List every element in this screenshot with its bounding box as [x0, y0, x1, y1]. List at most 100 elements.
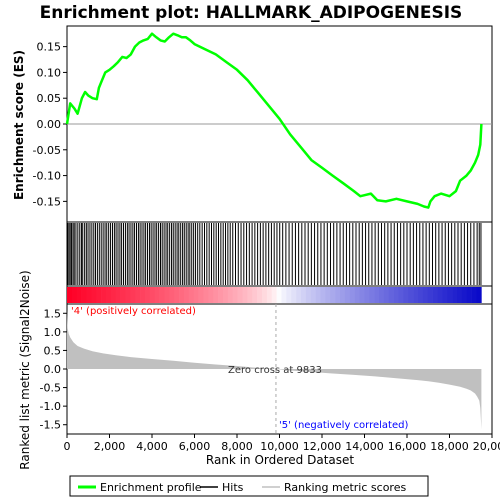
x-tick-label: 14,000: [345, 440, 384, 453]
chart-title: Enrichment plot: HALLMARK_ADIPOGENESIS: [40, 3, 463, 23]
colorbar-cell: [281, 287, 287, 303]
colorbar-cell: [179, 287, 185, 303]
colorbar-cell: [310, 287, 316, 303]
colorbar-cell: [447, 287, 453, 303]
colorbar-cell: [452, 287, 458, 303]
es-y-tick-label: -0.10: [33, 170, 61, 183]
colorbar-cell: [315, 287, 321, 303]
es-y-tick-label: 0.15: [37, 41, 62, 54]
legend-label: Ranking metric scores: [284, 481, 406, 494]
colorbar-cell: [237, 287, 243, 303]
colorbar-cell: [305, 287, 312, 303]
metric-y-tick-label: -1.0: [40, 400, 61, 413]
x-axis-label: Rank in Ordered Dataset: [206, 453, 354, 467]
colorbar-cell: [223, 287, 229, 303]
colorbar-cell: [422, 287, 429, 303]
colorbar-cell: [432, 287, 438, 303]
es-y-axis: -0.15 -0.10 -0.05 0.00 0.05 0.10 0.15: [33, 41, 67, 208]
colorbar-cell: [466, 287, 472, 303]
colorbar-cell: [369, 287, 375, 303]
colorbar-cell: [335, 287, 341, 303]
colorbar-cell: [257, 287, 263, 303]
colorbar-cell: [408, 287, 414, 303]
es-y-tick-label: 0.10: [37, 66, 62, 79]
colorbar-cell: [276, 287, 282, 303]
es-y-tick-label: 0.00: [37, 118, 62, 131]
es-y-tick-label: -0.15: [33, 195, 61, 208]
colorbar-cell: [461, 287, 468, 303]
colorbar-cell: [130, 287, 136, 303]
x-tick-label: 16,000: [388, 440, 427, 453]
colorbar-cell: [301, 287, 307, 303]
colorbar-cell: [154, 287, 160, 303]
ranking-metric-area: [67, 309, 482, 430]
metric-series-group: [67, 304, 482, 434]
x-tick-label: 0: [64, 440, 71, 453]
x-tick-label: 12,000: [303, 440, 342, 453]
colorbar-cell: [169, 287, 175, 303]
colorbar-cell: [101, 287, 107, 303]
colorbar-cell: [67, 287, 73, 303]
x-tick-label: 4,000: [136, 440, 168, 453]
colorbar-cell: [159, 287, 165, 303]
colorbar-cell: [437, 287, 443, 303]
colorbar-cell: [76, 287, 82, 303]
es-series-group: [65, 32, 483, 209]
colorbar-cell: [286, 287, 292, 303]
colorbar-cell: [115, 287, 121, 303]
metric-y-tick-label: -1.5: [40, 419, 61, 432]
colorbar-cell: [213, 287, 219, 303]
colorbar-cell: [252, 287, 258, 303]
colorbar-cell: [359, 287, 365, 303]
colorbar-cell: [247, 287, 253, 303]
colorbar-cell: [145, 287, 151, 303]
metric-y-tick-label: 0.5: [44, 344, 62, 357]
es-y-axis-label: Enrichment score (ES): [12, 50, 26, 200]
es-y-tick-label: -0.05: [33, 144, 61, 157]
x-tick-label: 2,000: [94, 440, 126, 453]
colorbar-cell: [188, 287, 195, 303]
colorbar-cell: [86, 287, 92, 303]
colorbar-cell: [81, 287, 87, 303]
colorbar-cell: [418, 287, 424, 303]
colorbar-cell: [266, 287, 273, 303]
colorbar-cell: [242, 287, 248, 303]
x-tick-label: 18,000: [430, 440, 469, 453]
colorbar-cell: [374, 287, 380, 303]
colorbar-cell: [198, 287, 204, 303]
colorbar-cell: [203, 287, 209, 303]
colorbar-cell: [271, 287, 277, 303]
colorbar-cell: [71, 287, 78, 303]
colorbar-cell: [193, 287, 199, 303]
zero-cross-label: Zero cross at 9833: [228, 365, 322, 376]
colorbar-cell: [291, 287, 297, 303]
legend-label: Enrichment profile: [100, 481, 202, 494]
rank-colorbar: [67, 287, 482, 303]
x-tick-label: 20,000: [473, 440, 500, 453]
x-tick-label: 8,000: [221, 440, 253, 453]
x-tick-label: 6,000: [179, 440, 211, 453]
colorbar-cell: [442, 287, 448, 303]
metric-y-axis: -1.5 -1.0 -0.5 0.0 0.5 1.0 1.5: [40, 307, 67, 432]
es-y-tick-label: 0.05: [37, 92, 62, 105]
colorbar-cell: [184, 287, 190, 303]
legend-label: Hits: [222, 481, 244, 494]
negative-correlation-label: '5' (negatively correlated): [279, 420, 408, 431]
colorbar-cell: [320, 287, 326, 303]
colorbar-cell: [218, 287, 224, 303]
colorbar-cell: [330, 287, 336, 303]
colorbar-cell: [227, 287, 234, 303]
legend-box: [69, 475, 429, 497]
colorbar-cell: [135, 287, 141, 303]
x-axis: 0 2,000 4,000 6,000 8,000 10,000 12,000 14,000 1…: [64, 434, 500, 453]
metric-y-tick-label: 1.0: [44, 326, 62, 339]
colorbar-cell: [110, 287, 117, 303]
metric-y-tick-label: 0.0: [44, 363, 62, 376]
colorbar-cell: [325, 287, 331, 303]
colorbar-cell: [91, 287, 97, 303]
colorbar-cell: [398, 287, 404, 303]
colorbar-cell: [262, 287, 268, 303]
colorbar-cell: [208, 287, 214, 303]
